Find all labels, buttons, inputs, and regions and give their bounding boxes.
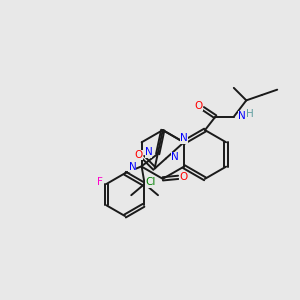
Text: O: O xyxy=(179,172,188,182)
Text: N: N xyxy=(171,152,179,162)
Text: N: N xyxy=(180,134,188,143)
Text: N: N xyxy=(145,147,152,158)
Text: N: N xyxy=(129,162,136,172)
Text: O: O xyxy=(195,101,203,111)
Text: F: F xyxy=(97,178,103,188)
Text: N: N xyxy=(238,111,246,121)
Text: O: O xyxy=(135,150,143,160)
Text: Cl: Cl xyxy=(145,178,155,188)
Text: H: H xyxy=(246,109,254,119)
